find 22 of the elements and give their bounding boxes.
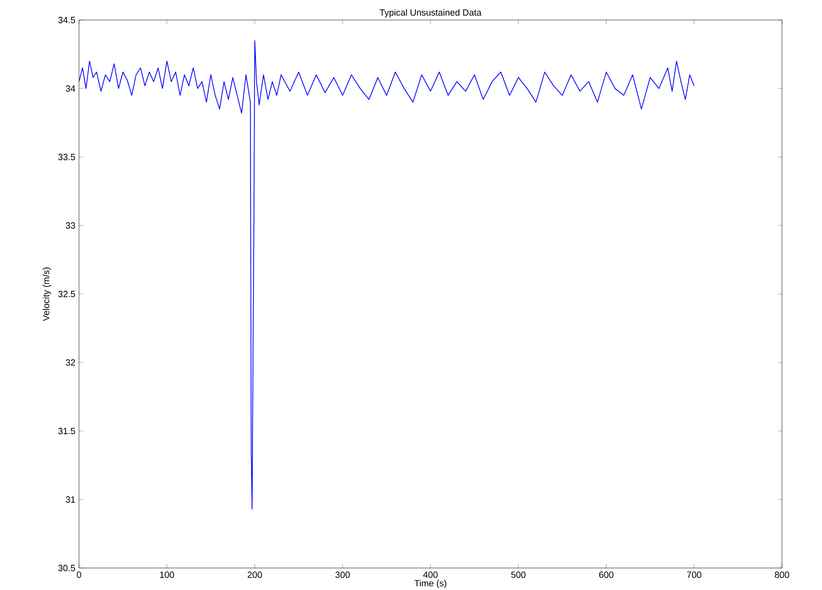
y-tick-label: 32.5 <box>58 290 76 298</box>
chart-title: Typical Unsustained Data <box>380 9 482 18</box>
y-axis-title: Velocity (m/s) <box>42 268 52 321</box>
x-tick-label: 300 <box>335 572 350 578</box>
y-tick-label: 32 <box>66 359 76 366</box>
line-series <box>79 40 695 510</box>
x-tick-label: 0 <box>76 572 82 578</box>
y-tick-label: 31.5 <box>58 428 76 434</box>
x-tick-label: 100 <box>160 572 174 578</box>
x-tick-label: 200 <box>248 572 262 578</box>
y-tick-label: 34 <box>66 85 76 92</box>
x-tick-label: 800 <box>774 572 790 578</box>
x-tick-label: 500 <box>511 572 526 578</box>
x-tick-label: 400 <box>423 572 438 578</box>
x-axis-title: Time (s) <box>414 580 446 588</box>
x-tick-label: 600 <box>599 572 614 578</box>
y-tick-label: 30.5 <box>58 564 76 572</box>
y-tick-label: 33 <box>66 222 76 229</box>
y-tick-label: 31 <box>66 496 76 503</box>
x-tick-label: 700 <box>687 572 702 578</box>
y-tick-label: 34.5 <box>58 16 76 24</box>
y-tick-label: 33.5 <box>58 154 76 160</box>
